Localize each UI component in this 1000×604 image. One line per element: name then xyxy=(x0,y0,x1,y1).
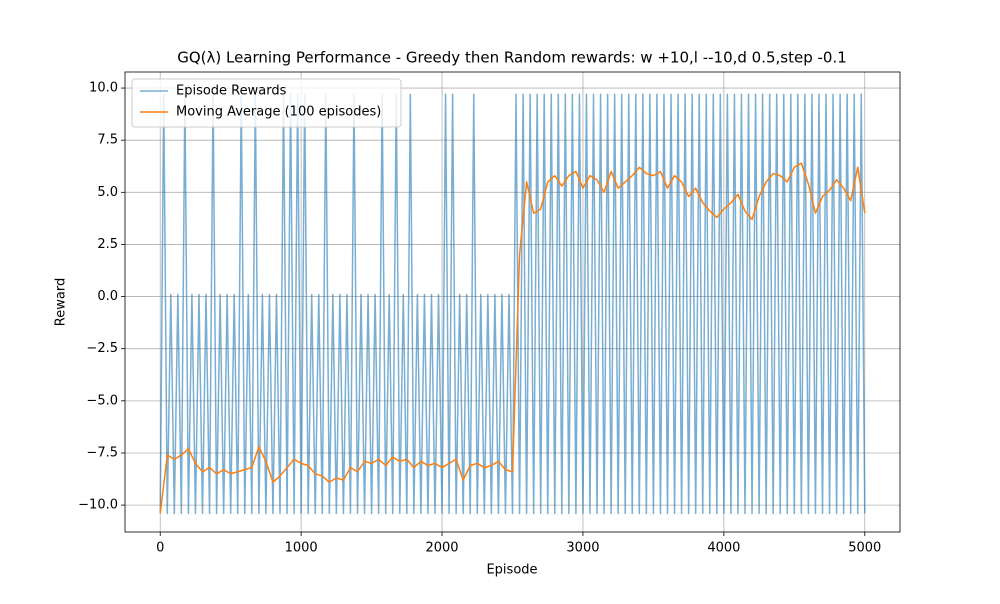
y-tick-label: 5.0 xyxy=(97,185,118,200)
x-tick-label: 1000 xyxy=(285,541,318,556)
x-tick-label: 3000 xyxy=(566,541,599,556)
y-tick-label: −2.5 xyxy=(86,341,118,356)
x-tick-label: 0 xyxy=(156,541,164,556)
legend-label: Episode Rewards xyxy=(176,84,287,99)
plot-frame xyxy=(124,71,901,533)
y-tick-label: 0.0 xyxy=(97,289,118,304)
y-axis-label: Reward xyxy=(54,278,69,326)
y-tick-label: −10.0 xyxy=(78,498,118,513)
y-tick-label: −7.5 xyxy=(86,445,118,460)
x-tick-label: 4000 xyxy=(707,541,740,556)
y-tick-label: 2.5 xyxy=(97,237,118,252)
x-tick-label: 2000 xyxy=(425,541,458,556)
legend-label: Moving Average (100 episodes) xyxy=(176,105,381,120)
series-line xyxy=(159,93,866,515)
legend-box xyxy=(131,78,402,128)
x-tick-label: 5000 xyxy=(848,541,881,556)
y-tick-label: 10.0 xyxy=(89,81,118,96)
x-axis-label: Episode xyxy=(486,563,537,578)
y-tick-label: 7.5 xyxy=(97,133,118,148)
y-tick-label: −5.0 xyxy=(86,393,118,408)
series-line xyxy=(159,162,866,514)
chart-title: GQ(λ) Learning Performance - Greedy then… xyxy=(177,49,847,67)
